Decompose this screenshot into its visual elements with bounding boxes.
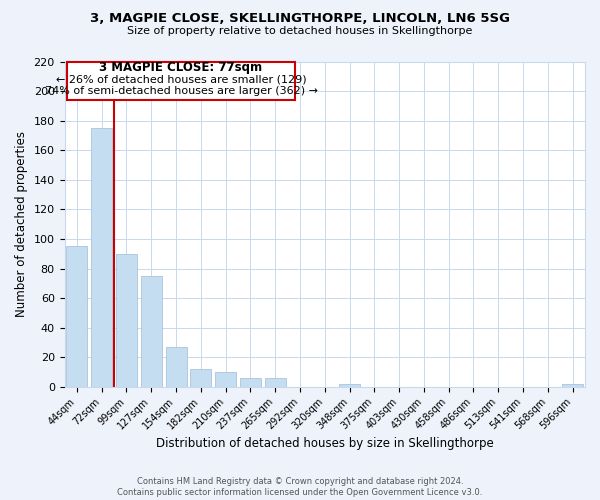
X-axis label: Distribution of detached houses by size in Skellingthorpe: Distribution of detached houses by size … bbox=[156, 437, 494, 450]
Text: 3 MAGPIE CLOSE: 77sqm: 3 MAGPIE CLOSE: 77sqm bbox=[100, 61, 263, 74]
Text: 74% of semi-detached houses are larger (362) →: 74% of semi-detached houses are larger (… bbox=[44, 86, 317, 96]
Text: Contains HM Land Registry data © Crown copyright and database right 2024.: Contains HM Land Registry data © Crown c… bbox=[137, 476, 463, 486]
Bar bbox=[240, 378, 261, 387]
Bar bbox=[116, 254, 137, 387]
Text: ← 26% of detached houses are smaller (129): ← 26% of detached houses are smaller (12… bbox=[56, 74, 307, 84]
Text: Size of property relative to detached houses in Skellingthorpe: Size of property relative to detached ho… bbox=[127, 26, 473, 36]
FancyBboxPatch shape bbox=[67, 62, 295, 100]
Text: Contains public sector information licensed under the Open Government Licence v3: Contains public sector information licen… bbox=[118, 488, 482, 497]
Bar bbox=[67, 246, 88, 387]
Text: 3, MAGPIE CLOSE, SKELLINGTHORPE, LINCOLN, LN6 5SG: 3, MAGPIE CLOSE, SKELLINGTHORPE, LINCOLN… bbox=[90, 12, 510, 26]
Bar bbox=[166, 347, 187, 387]
Bar bbox=[141, 276, 162, 387]
Bar bbox=[215, 372, 236, 387]
Bar bbox=[562, 384, 583, 387]
Bar bbox=[190, 369, 211, 387]
Y-axis label: Number of detached properties: Number of detached properties bbox=[15, 131, 28, 317]
Bar bbox=[265, 378, 286, 387]
Bar bbox=[339, 384, 360, 387]
Bar bbox=[91, 128, 112, 387]
